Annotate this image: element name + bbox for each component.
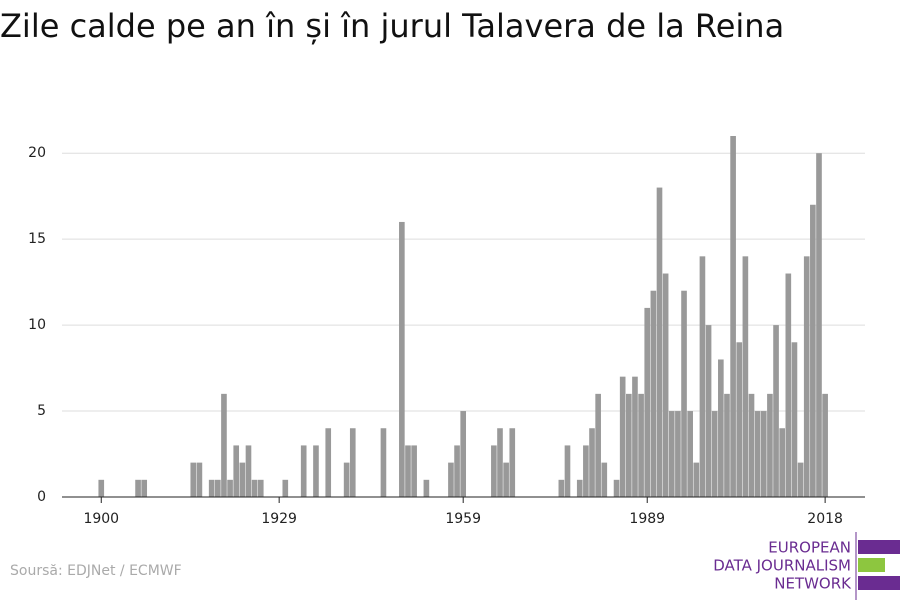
bar — [497, 428, 503, 497]
bar — [613, 479, 620, 497]
x-tick-label: 1989 — [629, 511, 665, 527]
bar — [282, 479, 289, 497]
bar — [558, 479, 565, 497]
logo-text: NETWORK — [774, 575, 852, 593]
bar — [675, 411, 681, 497]
y-tick-label: 0 — [37, 489, 46, 505]
bar — [343, 462, 350, 497]
bar — [748, 393, 755, 497]
bar — [754, 411, 761, 497]
bar — [576, 479, 583, 497]
bar — [803, 256, 810, 497]
bar — [214, 479, 221, 497]
bar — [503, 462, 509, 497]
bar — [699, 256, 706, 497]
bar — [785, 273, 792, 497]
bar — [349, 428, 356, 497]
y-tick-label: 10 — [28, 317, 46, 333]
bar — [724, 393, 730, 497]
bar — [760, 411, 767, 497]
logo-bar — [858, 558, 885, 572]
bar — [767, 393, 773, 497]
bar — [135, 479, 141, 497]
bar — [791, 342, 798, 497]
bar — [313, 445, 319, 497]
bar — [227, 479, 233, 497]
bar — [650, 290, 657, 497]
bar — [619, 376, 626, 497]
y-tick-label: 5 — [37, 403, 46, 419]
bar — [644, 307, 651, 497]
x-tick-label: 2018 — [807, 511, 843, 527]
bar — [399, 221, 405, 497]
bar — [300, 445, 307, 497]
bar — [141, 479, 148, 497]
bar — [491, 445, 497, 497]
bar — [325, 428, 332, 497]
x-tick-label: 1959 — [445, 511, 481, 527]
bar — [564, 445, 571, 497]
bar — [626, 393, 632, 497]
logo-text: DATA JOURNALISM — [713, 557, 851, 575]
bar — [460, 411, 467, 497]
logo-bar — [858, 576, 900, 590]
bar — [245, 445, 252, 497]
x-tick-label: 1929 — [261, 511, 297, 527]
bar — [405, 445, 411, 497]
bar — [822, 393, 828, 497]
y-tick-label: 15 — [28, 231, 46, 247]
chart-title: Zile calde pe an în și în jurul Talavera… — [0, 7, 784, 45]
bar — [98, 479, 105, 497]
logo-bar — [858, 540, 900, 554]
bar — [454, 445, 460, 497]
bar — [583, 445, 589, 497]
bar — [601, 462, 608, 497]
bar — [693, 462, 700, 497]
bar — [380, 428, 387, 497]
bar — [411, 445, 417, 497]
x-tick-label: 1900 — [83, 511, 119, 527]
bar — [595, 393, 601, 497]
bar — [773, 325, 779, 497]
bar — [233, 445, 240, 497]
bar — [190, 462, 197, 497]
bar — [718, 359, 724, 497]
bar — [632, 376, 638, 497]
bar — [221, 393, 227, 497]
bar — [810, 204, 816, 497]
bar — [589, 428, 595, 497]
bar — [423, 479, 430, 497]
bar — [687, 411, 693, 497]
bar — [196, 462, 203, 497]
bar — [730, 136, 736, 497]
bar — [668, 411, 675, 497]
bar — [638, 393, 644, 497]
bar — [711, 411, 718, 497]
bar — [797, 462, 804, 497]
source: Soursă: EDJNet / ECMWF — [10, 563, 182, 579]
bar — [742, 256, 749, 497]
bar — [251, 479, 258, 497]
bar — [509, 428, 516, 497]
logo-text: EUROPEAN — [768, 539, 851, 557]
bar — [705, 325, 712, 497]
bar — [656, 187, 663, 498]
bar — [681, 290, 687, 497]
bar — [257, 479, 264, 497]
bar — [816, 153, 822, 497]
bar — [779, 428, 786, 497]
bar — [736, 342, 743, 497]
bar — [239, 462, 246, 497]
bar — [662, 273, 669, 497]
y-tick-label: 20 — [28, 145, 46, 161]
bar — [208, 479, 215, 497]
bar — [448, 462, 454, 497]
